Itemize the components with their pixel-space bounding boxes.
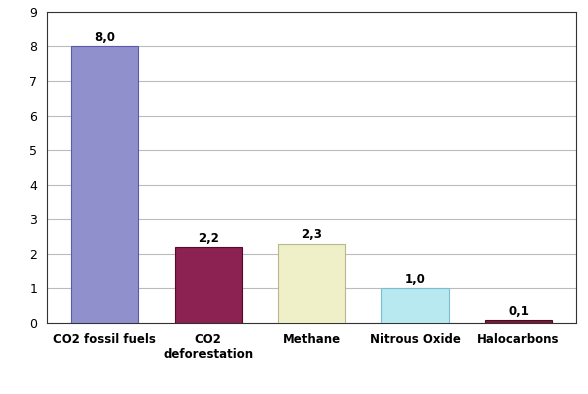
Text: 0,1: 0,1 — [508, 305, 529, 318]
Bar — [71, 46, 138, 323]
Text: 1,0: 1,0 — [405, 273, 426, 286]
Bar — [382, 288, 449, 323]
Bar — [175, 247, 242, 323]
Bar — [278, 243, 345, 323]
Text: 2,3: 2,3 — [301, 229, 322, 242]
Text: 2,2: 2,2 — [198, 232, 219, 245]
Bar — [485, 320, 552, 323]
Text: 8,0: 8,0 — [94, 32, 115, 45]
